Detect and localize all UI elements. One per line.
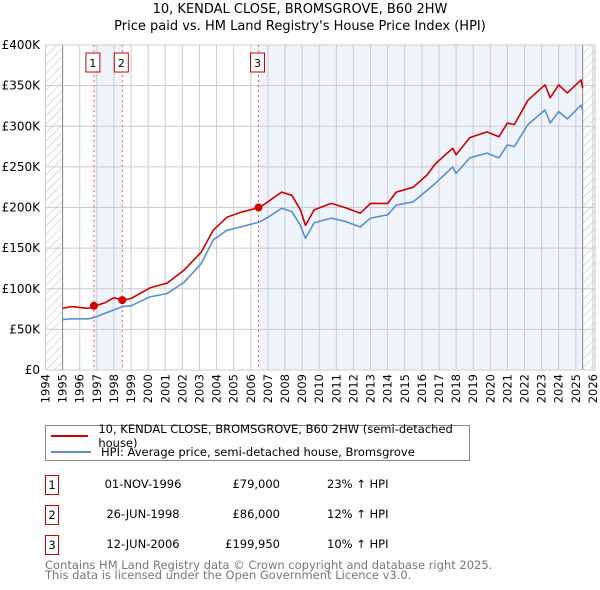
- transaction-price: £199,950: [225, 537, 280, 551]
- transaction-row: 3 12-JUN-2006 £199,950 10% ↑ HPI: [45, 535, 445, 555]
- price-chart: 1994 1995 1996 1997 1998 1999 2000 2001 2002 2003…: [2, 38, 600, 403]
- x-tick-label: 2021: [500, 374, 514, 403]
- transaction-price: £79,000: [232, 477, 280, 491]
- x-tick-label: 2002: [175, 374, 189, 403]
- legend-swatch-hpi: [51, 451, 91, 453]
- sale-label-box: [249, 52, 265, 73]
- x-tick-label: 2016: [415, 374, 429, 403]
- y-tick-label: £100K: [2, 282, 42, 296]
- x-tick-label: 2000: [141, 374, 155, 403]
- transaction-number: 3: [45, 535, 59, 555]
- legend: 10, KENDAL CLOSE, BROMSGROVE, B60 2HW (s…: [45, 422, 470, 461]
- x-tick-label: 2001: [158, 374, 172, 403]
- legend-swatch-property: [51, 435, 89, 437]
- transaction-price: £86,000: [232, 507, 280, 521]
- sale-label-box: [113, 52, 129, 73]
- transaction-hpi: 10% ↑ HPI: [327, 537, 389, 551]
- property-price-line: [62, 79, 584, 310]
- sale-point: [89, 301, 98, 310]
- sale-label-box: [85, 52, 101, 73]
- x-tick-label: 2024: [552, 374, 566, 403]
- transaction-number: 1: [45, 475, 59, 495]
- x-tick-label: 2006: [244, 374, 258, 403]
- x-tick-label: 1999: [124, 374, 138, 403]
- y-tick-label: £0: [25, 363, 40, 377]
- x-tick-label: 2009: [295, 374, 309, 403]
- y-tick-label: £300K: [2, 119, 42, 133]
- x-tick-label: 2014: [381, 374, 395, 403]
- y-tick-label: £50K: [9, 322, 41, 336]
- x-tick-label: 2012: [346, 374, 360, 403]
- hpi-line: [62, 104, 584, 321]
- x-tick-label: 2003: [192, 374, 206, 403]
- x-tick-label: 2018: [449, 374, 463, 403]
- x-tick-label: 1996: [73, 374, 87, 403]
- footer-copyright: Contains HM Land Registry data © Crown c…: [45, 558, 493, 572]
- y-tick-label: £400K: [2, 38, 42, 52]
- legend-label-property: 10, KENDAL CLOSE, BROMSGROVE, B60 2HW (s…: [98, 422, 453, 450]
- transaction-number: 2: [45, 505, 59, 525]
- x-tick-label: 2023: [535, 374, 549, 403]
- x-tick-label: 2015: [398, 374, 412, 403]
- sale-point: [254, 203, 263, 212]
- x-tick-label: 2026: [586, 374, 600, 403]
- x-tick-label: 2022: [518, 374, 532, 403]
- transaction-date: 26-JUN-1998: [106, 507, 180, 521]
- x-tick-label: 2004: [210, 374, 224, 403]
- legend-label-hpi: HPI: Average price, semi-detached house,…: [101, 445, 415, 459]
- x-tick-label: 2025: [569, 374, 583, 403]
- y-tick-label: £250K: [2, 160, 42, 174]
- sale-point: [118, 296, 127, 305]
- y-tick-label: £350K: [2, 79, 42, 93]
- x-tick-label: 2008: [278, 374, 292, 403]
- x-tick-label: 1998: [107, 374, 121, 403]
- x-tick-label: 2020: [483, 374, 497, 403]
- footer: Contains HM Land Registry data © Crown c…: [45, 558, 493, 582]
- x-tick-label: 2019: [466, 374, 480, 403]
- x-tick-label: 1994: [39, 374, 53, 403]
- x-tick-label: 2005: [227, 374, 241, 403]
- transaction-hpi: 12% ↑ HPI: [327, 507, 389, 521]
- x-tick-label: 1995: [56, 374, 70, 403]
- transaction-row: 2 26-JUN-1998 £86,000 12% ↑ HPI: [45, 505, 445, 525]
- transaction-row: 1 01-NOV-1996 £79,000 23% ↑ HPI: [45, 475, 445, 495]
- sale-label: 2: [118, 57, 125, 70]
- sale-label: 1: [89, 57, 96, 70]
- x-tick-label: 2011: [329, 374, 343, 403]
- legend-item-hpi: HPI: Average price, semi-detached house,…: [51, 444, 415, 460]
- chart-subtitle: Price paid vs. HM Land Registry's House …: [114, 19, 486, 34]
- y-tick-label: £200K: [2, 201, 42, 215]
- x-tick-label: 2013: [364, 374, 378, 403]
- sale-label: 3: [254, 57, 261, 70]
- transaction-date: 12-JUN-2006: [106, 537, 180, 551]
- x-tick-label: 2010: [312, 374, 326, 403]
- transaction-date: 01-NOV-1996: [104, 477, 182, 491]
- legend-item-property: 10, KENDAL CLOSE, BROMSGROVE, B60 2HW (s…: [51, 422, 469, 450]
- x-tick-label: 1997: [90, 374, 104, 403]
- y-tick-label: £150K: [2, 241, 42, 255]
- transaction-hpi: 23% ↑ HPI: [327, 477, 389, 491]
- x-tick-label: 2017: [432, 374, 446, 403]
- x-tick-label: 2007: [261, 374, 275, 403]
- footer-licence: This data is licensed under the Open Gov…: [45, 568, 412, 582]
- chart-title: 10, KENDAL CLOSE, BROMSGROVE, B60 2HW: [152, 2, 448, 17]
